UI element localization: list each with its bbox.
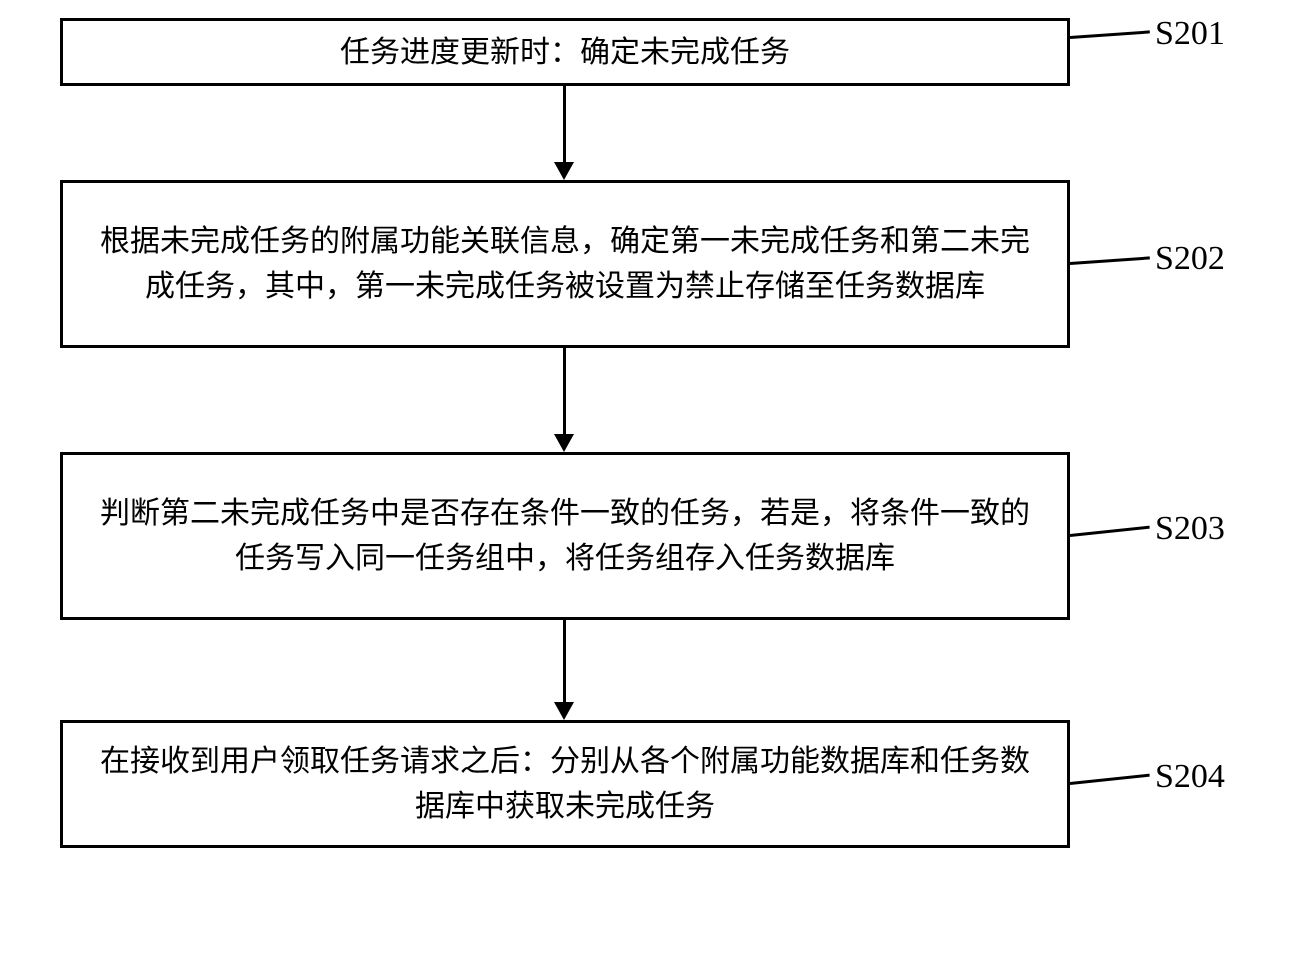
arrow-line-2 (563, 348, 566, 434)
connector-s201 (1070, 30, 1150, 39)
arrow-line-3 (563, 620, 566, 702)
arrow-head-2 (554, 434, 574, 452)
connector-s203 (1070, 526, 1150, 537)
flowchart-node-s203: 判断第二未完成任务中是否存在条件一致的任务，若是，将条件一致的任务写入同一任务组… (60, 452, 1070, 620)
node-text: 判断第二未完成任务中是否存在条件一致的任务，若是，将条件一致的任务写入同一任务组… (87, 491, 1043, 581)
flowchart-node-s201: 任务进度更新时：确定未完成任务 (60, 18, 1070, 86)
step-label-s202: S202 (1155, 240, 1225, 278)
node-text: 任务进度更新时：确定未完成任务 (340, 30, 790, 75)
connector-s202 (1070, 256, 1150, 265)
connector-s204 (1070, 774, 1150, 785)
step-label-s203: S203 (1155, 510, 1225, 548)
flowchart-node-s202: 根据未完成任务的附属功能关联信息，确定第一未完成任务和第二未完成任务，其中，第一… (60, 180, 1070, 348)
arrow-head-3 (554, 702, 574, 720)
flowchart-container: 任务进度更新时：确定未完成任务 S201 根据未完成任务的附属功能关联信息，确定… (0, 0, 1291, 960)
step-label-s201: S201 (1155, 15, 1225, 53)
flowchart-node-s204: 在接收到用户领取任务请求之后：分别从各个附属功能数据库和任务数据库中获取未完成任… (60, 720, 1070, 848)
node-text: 根据未完成任务的附属功能关联信息，确定第一未完成任务和第二未完成任务，其中，第一… (87, 219, 1043, 309)
step-label-s204: S204 (1155, 758, 1225, 796)
arrow-line-1 (563, 86, 566, 162)
arrow-head-1 (554, 162, 574, 180)
node-text: 在接收到用户领取任务请求之后：分别从各个附属功能数据库和任务数据库中获取未完成任… (87, 739, 1043, 829)
